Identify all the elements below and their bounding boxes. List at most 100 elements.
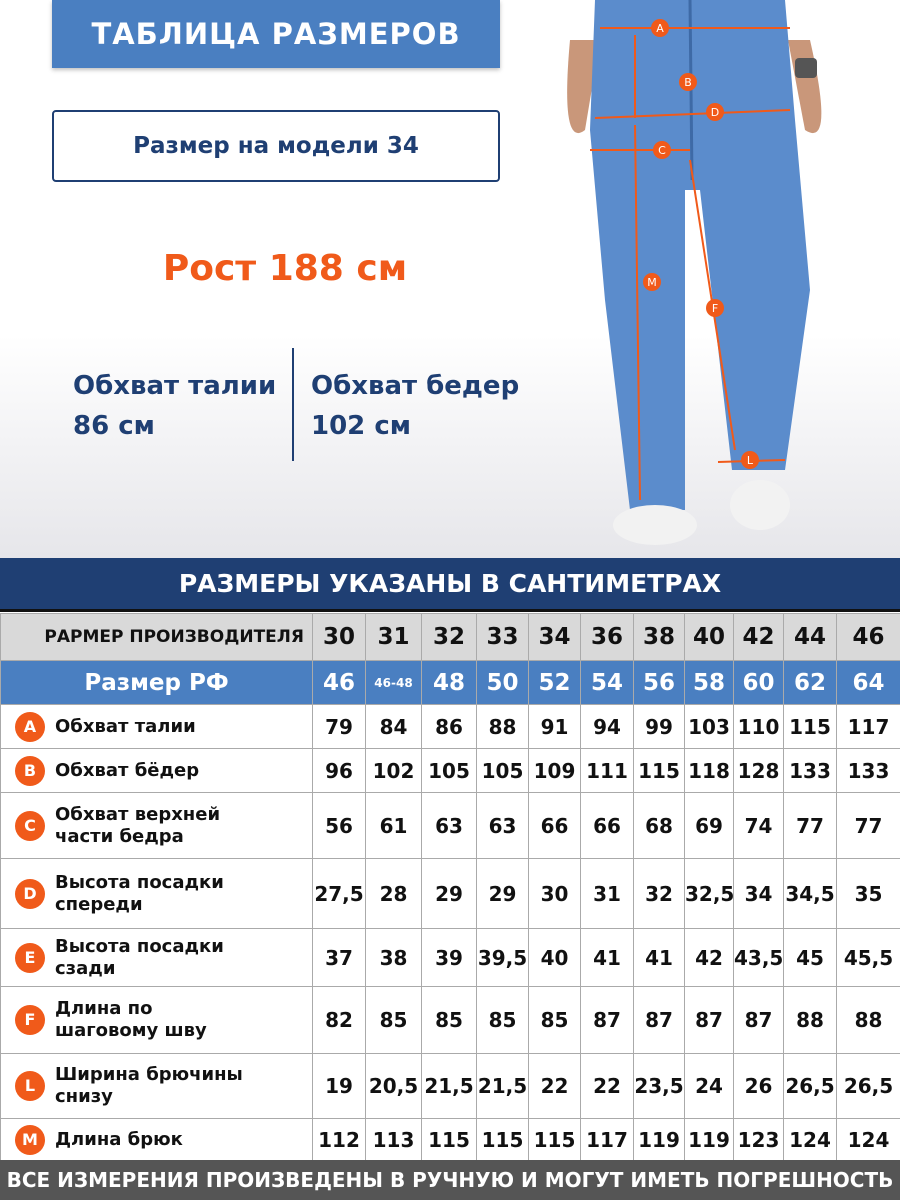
marker-label: F: [712, 302, 718, 315]
waist-value: 86 см: [73, 411, 155, 441]
rf-size-label: Размер РФ: [0, 660, 313, 705]
value-cell: 41: [580, 928, 634, 987]
model-size-box: Размер на модели 34: [52, 110, 500, 182]
value-cell: 85: [421, 986, 477, 1054]
value-cell: 115: [528, 1118, 581, 1161]
maker-size-cell: 31: [365, 613, 422, 661]
value-cell: 133: [836, 748, 900, 793]
value-cell: 40: [528, 928, 581, 987]
marker-l: [741, 451, 759, 469]
value-cell: 87: [633, 986, 685, 1054]
page-title: ТАБЛИЦА РАЗМЕРОВ: [52, 0, 500, 68]
value-cell: 133: [783, 748, 837, 793]
value-cell: 128: [733, 748, 784, 793]
table-row: C Обхват верхней части бедра 56 61 63 63 66 66 6…: [0, 792, 900, 859]
measurement-label-cell: F Длина по шаговому шву: [0, 986, 313, 1054]
value-cell: 119: [684, 1118, 734, 1161]
value-cell: 22: [580, 1053, 634, 1119]
maker-size-cell: 36: [580, 613, 634, 661]
waist-label: Обхват талии: [73, 371, 277, 401]
value-cell: 109: [528, 748, 581, 793]
value-cell: 88: [783, 986, 837, 1054]
marker-b: [679, 73, 697, 91]
rf-size-cell: 46-48: [365, 660, 422, 705]
value-cell: 24: [684, 1053, 734, 1119]
value-cell: 29: [421, 858, 477, 929]
maker-size-cell: 46: [836, 613, 900, 661]
measurement-label-cell: M Длина брюк: [0, 1118, 313, 1161]
hero-section: ТАБЛИЦА РАЗМЕРОВ Размер на модели 34 Рос…: [0, 0, 900, 558]
value-cell: 117: [580, 1118, 634, 1161]
value-cell: 115: [421, 1118, 477, 1161]
value-cell: 117: [836, 704, 900, 749]
rf-size-cell: 50: [476, 660, 529, 705]
value-cell: 86: [421, 704, 477, 749]
marker-label: A: [656, 22, 664, 35]
value-cell: 105: [421, 748, 477, 793]
marker-m: [643, 273, 661, 291]
rf-size-cell: 46: [312, 660, 366, 705]
value-cell: 31: [580, 858, 634, 929]
measurement-markers: A B C D M F L: [643, 19, 759, 469]
value-cell: 61: [365, 792, 422, 859]
measurement-label: Обхват верхней части бедра: [55, 803, 221, 847]
value-cell: 42: [684, 928, 734, 987]
value-cell: 34: [733, 858, 784, 929]
value-cell: 63: [476, 792, 529, 859]
disclaimer-footer: ВСЕ ИЗМЕРЕНИЯ ПРОИЗВЕДЕНЫ В РУЧНУЮ И МОГ…: [0, 1160, 900, 1200]
value-cell: 28: [365, 858, 422, 929]
value-cell: 85: [365, 986, 422, 1054]
measurement-label-cell: D Высота посадки спереди: [0, 858, 313, 929]
value-cell: 26,5: [836, 1053, 900, 1119]
maker-size-cell: 32: [421, 613, 477, 661]
rf-size-cell: 56: [633, 660, 685, 705]
measurement-label: Высота посадки спереди: [55, 871, 224, 915]
value-cell: 102: [365, 748, 422, 793]
divider: [292, 348, 294, 461]
value-cell: 103: [684, 704, 734, 749]
waist-stat: Обхват талии 86 см: [73, 366, 276, 446]
marker-label: C: [658, 144, 666, 157]
marker-d: [706, 103, 724, 121]
rf-size-cell: 54: [580, 660, 634, 705]
value-cell: 110: [733, 704, 784, 749]
model-height: Рост 188 см: [162, 248, 408, 289]
measurement-label-cell: B Обхват бёдер: [0, 748, 313, 793]
value-cell: 115: [476, 1118, 529, 1161]
value-cell: 63: [421, 792, 477, 859]
measurement-label: Высота посадки сзади: [55, 935, 224, 979]
value-cell: 77: [783, 792, 837, 859]
value-cell: 26,5: [783, 1053, 837, 1119]
value-cell: 94: [580, 704, 634, 749]
rf-size-row: Размер РФ 46 46-48 48 50 52 54 56 58 60 62 64: [0, 660, 900, 705]
measurement-label-cell: E Высота посадки сзади: [0, 928, 313, 987]
marker-label: B: [684, 76, 692, 89]
value-cell: 115: [633, 748, 685, 793]
marker-f: [706, 299, 724, 317]
units-banner: РАЗМЕРЫ УКАЗАНЫ В САНТИМЕТРАХ: [0, 558, 900, 612]
value-cell: 85: [476, 986, 529, 1054]
measurement-label: Ширина брючины снизу: [55, 1064, 243, 1107]
value-cell: 99: [633, 704, 685, 749]
maker-size-row: РАРМЕР ПРОИЗВОДИТЕЛЯ 30 31 32 33 34 36 38 40 42 44…: [0, 613, 900, 661]
value-cell: 45: [783, 928, 837, 987]
value-cell: 19: [312, 1053, 366, 1119]
size-table: РАРМЕР ПРОИЗВОДИТЕЛЯ 30 31 32 33 34 36 38 40 42 44…: [0, 613, 900, 1161]
value-cell: 119: [633, 1118, 685, 1161]
value-cell: 23,5: [633, 1053, 685, 1119]
value-cell: 87: [580, 986, 634, 1054]
value-cell: 37: [312, 928, 366, 987]
table-row: B Обхват бёдер 96 102 105 105 109 111 115 118 128 1…: [0, 748, 900, 793]
value-cell: 45,5: [836, 928, 900, 987]
value-cell: 123: [733, 1118, 784, 1161]
letter-badge: D: [15, 878, 45, 909]
value-cell: 96: [312, 748, 366, 793]
value-cell: 88: [476, 704, 529, 749]
value-cell: 29: [476, 858, 529, 929]
maker-size-cell: 44: [783, 613, 837, 661]
maker-size-cell: 34: [528, 613, 581, 661]
value-cell: 34,5: [783, 858, 837, 929]
hips-value: 102 см: [311, 411, 411, 441]
measurement-label-cell: L Ширина брючины снизу: [0, 1053, 313, 1119]
rf-size-cell: 58: [684, 660, 734, 705]
